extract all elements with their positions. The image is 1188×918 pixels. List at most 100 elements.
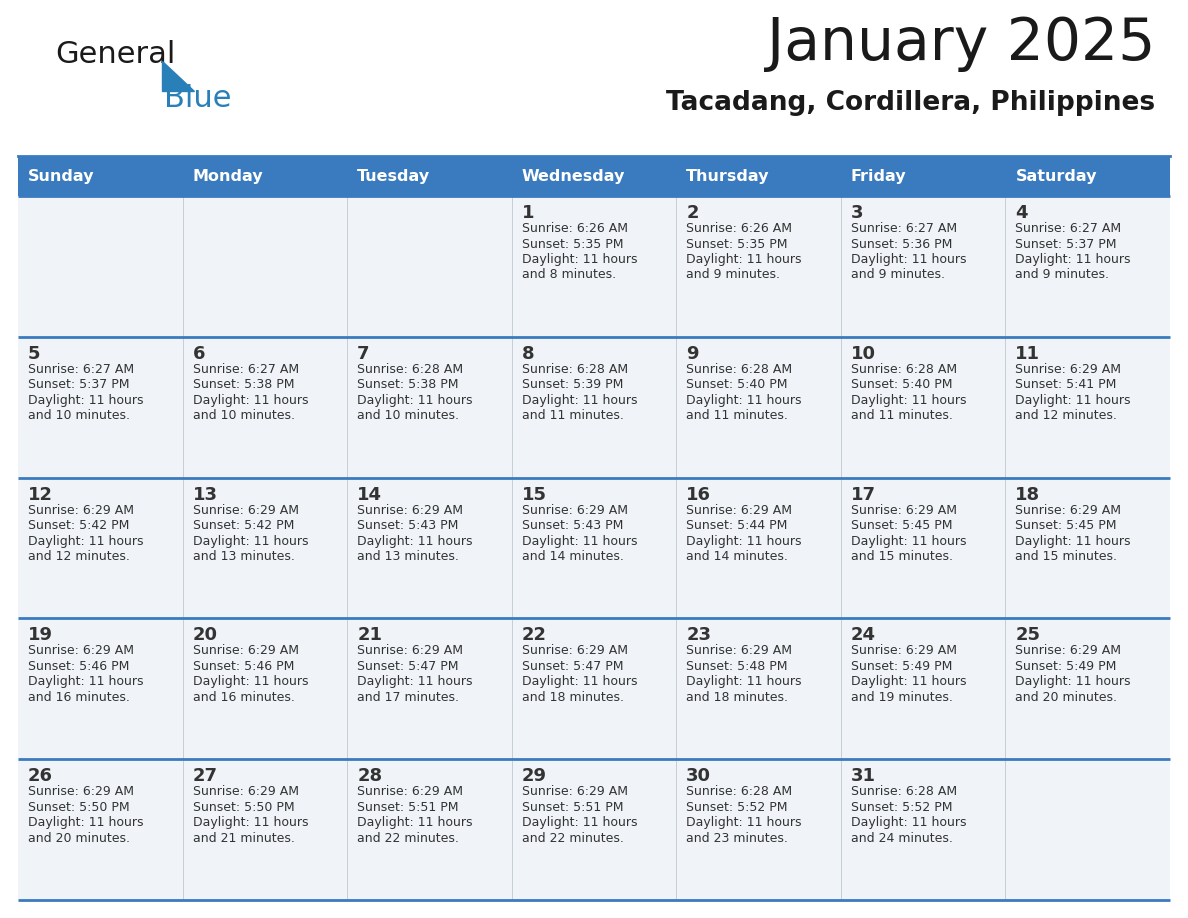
Text: 17: 17 — [851, 486, 876, 504]
Text: and 10 minutes.: and 10 minutes. — [29, 409, 129, 422]
Bar — [676, 337, 841, 477]
Text: Wednesday: Wednesday — [522, 169, 625, 184]
Text: Sunset: 5:49 PM: Sunset: 5:49 PM — [851, 660, 953, 673]
Text: Sunset: 5:38 PM: Sunset: 5:38 PM — [192, 378, 295, 391]
Text: Daylight: 11 hours: Daylight: 11 hours — [522, 816, 637, 829]
Text: Sunset: 5:38 PM: Sunset: 5:38 PM — [358, 378, 459, 391]
Text: Sunset: 5:43 PM: Sunset: 5:43 PM — [358, 519, 459, 532]
Text: Sunset: 5:46 PM: Sunset: 5:46 PM — [192, 660, 293, 673]
Text: Sunset: 5:43 PM: Sunset: 5:43 PM — [522, 519, 623, 532]
Text: Sunset: 5:42 PM: Sunset: 5:42 PM — [29, 519, 129, 532]
Bar — [512, 477, 676, 619]
Text: Sunrise: 6:26 AM: Sunrise: 6:26 AM — [687, 222, 792, 235]
Text: Daylight: 11 hours: Daylight: 11 hours — [1016, 676, 1131, 688]
Text: 9: 9 — [687, 345, 699, 363]
Text: 7: 7 — [358, 345, 369, 363]
Text: Sunset: 5:49 PM: Sunset: 5:49 PM — [1016, 660, 1117, 673]
Text: Sunset: 5:45 PM: Sunset: 5:45 PM — [851, 519, 953, 532]
Text: Tuesday: Tuesday — [358, 169, 430, 184]
Text: and 10 minutes.: and 10 minutes. — [192, 409, 295, 422]
Text: Sunrise: 6:29 AM: Sunrise: 6:29 AM — [358, 785, 463, 798]
Text: Sunrise: 6:28 AM: Sunrise: 6:28 AM — [687, 363, 792, 375]
Text: Sunrise: 6:29 AM: Sunrise: 6:29 AM — [29, 504, 134, 517]
Text: 29: 29 — [522, 767, 546, 785]
Text: Sunday: Sunday — [29, 169, 95, 184]
Text: Daylight: 11 hours: Daylight: 11 hours — [687, 676, 802, 688]
Text: Daylight: 11 hours: Daylight: 11 hours — [192, 534, 308, 548]
Bar — [841, 337, 1005, 477]
Text: 21: 21 — [358, 626, 383, 644]
Text: Daylight: 11 hours: Daylight: 11 hours — [29, 676, 144, 688]
Text: General: General — [55, 40, 176, 69]
Text: 26: 26 — [29, 767, 53, 785]
Text: Daylight: 11 hours: Daylight: 11 hours — [192, 676, 308, 688]
Bar — [347, 337, 512, 477]
Text: Sunset: 5:37 PM: Sunset: 5:37 PM — [29, 378, 129, 391]
Text: Sunrise: 6:29 AM: Sunrise: 6:29 AM — [192, 644, 298, 657]
Text: Daylight: 11 hours: Daylight: 11 hours — [358, 816, 473, 829]
Text: and 11 minutes.: and 11 minutes. — [522, 409, 624, 422]
Text: January 2025: January 2025 — [766, 15, 1155, 72]
Text: 6: 6 — [192, 345, 206, 363]
Text: Sunrise: 6:29 AM: Sunrise: 6:29 AM — [522, 785, 627, 798]
Text: Sunset: 5:47 PM: Sunset: 5:47 PM — [522, 660, 624, 673]
Text: 25: 25 — [1016, 626, 1041, 644]
Text: Sunset: 5:51 PM: Sunset: 5:51 PM — [522, 800, 624, 813]
Bar — [18, 759, 183, 900]
Text: Friday: Friday — [851, 169, 906, 184]
Text: and 12 minutes.: and 12 minutes. — [29, 550, 129, 563]
Text: Monday: Monday — [192, 169, 264, 184]
Text: Sunset: 5:36 PM: Sunset: 5:36 PM — [851, 238, 953, 251]
Bar — [841, 619, 1005, 759]
Text: Sunrise: 6:26 AM: Sunrise: 6:26 AM — [522, 222, 627, 235]
Text: 27: 27 — [192, 767, 217, 785]
Text: Sunset: 5:47 PM: Sunset: 5:47 PM — [358, 660, 459, 673]
Text: and 8 minutes.: and 8 minutes. — [522, 268, 615, 282]
Text: Sunset: 5:42 PM: Sunset: 5:42 PM — [192, 519, 293, 532]
Text: and 10 minutes.: and 10 minutes. — [358, 409, 459, 422]
Bar — [841, 477, 1005, 619]
Text: Blue: Blue — [164, 84, 232, 113]
Polygon shape — [162, 61, 194, 91]
Bar — [676, 196, 841, 337]
Bar — [512, 337, 676, 477]
Text: 2: 2 — [687, 204, 699, 222]
Text: 14: 14 — [358, 486, 383, 504]
Text: Sunrise: 6:29 AM: Sunrise: 6:29 AM — [192, 785, 298, 798]
Text: Sunrise: 6:29 AM: Sunrise: 6:29 AM — [1016, 363, 1121, 375]
Bar — [512, 196, 676, 337]
Text: Sunset: 5:48 PM: Sunset: 5:48 PM — [687, 660, 788, 673]
Text: Daylight: 11 hours: Daylight: 11 hours — [192, 394, 308, 407]
Text: and 16 minutes.: and 16 minutes. — [29, 691, 129, 704]
Text: 20: 20 — [192, 626, 217, 644]
Text: Saturday: Saturday — [1016, 169, 1097, 184]
Text: Sunset: 5:52 PM: Sunset: 5:52 PM — [687, 800, 788, 813]
Text: Daylight: 11 hours: Daylight: 11 hours — [522, 534, 637, 548]
Bar — [676, 759, 841, 900]
Bar — [841, 759, 1005, 900]
Bar — [1005, 337, 1170, 477]
Bar — [18, 619, 183, 759]
Bar — [1005, 196, 1170, 337]
Text: Sunset: 5:40 PM: Sunset: 5:40 PM — [687, 378, 788, 391]
Bar — [183, 477, 347, 619]
Bar — [1005, 759, 1170, 900]
Text: Sunrise: 6:29 AM: Sunrise: 6:29 AM — [29, 785, 134, 798]
Bar — [1005, 477, 1170, 619]
Bar — [18, 477, 183, 619]
Text: Daylight: 11 hours: Daylight: 11 hours — [522, 253, 637, 266]
Text: Daylight: 11 hours: Daylight: 11 hours — [358, 676, 473, 688]
Text: Sunrise: 6:27 AM: Sunrise: 6:27 AM — [851, 222, 958, 235]
Text: and 9 minutes.: and 9 minutes. — [851, 268, 944, 282]
Text: 15: 15 — [522, 486, 546, 504]
Text: Daylight: 11 hours: Daylight: 11 hours — [522, 394, 637, 407]
Text: Sunset: 5:44 PM: Sunset: 5:44 PM — [687, 519, 788, 532]
Text: Daylight: 11 hours: Daylight: 11 hours — [1016, 253, 1131, 266]
Bar — [347, 759, 512, 900]
Text: Sunrise: 6:29 AM: Sunrise: 6:29 AM — [851, 644, 956, 657]
Text: Daylight: 11 hours: Daylight: 11 hours — [1016, 534, 1131, 548]
Text: and 19 minutes.: and 19 minutes. — [851, 691, 953, 704]
Text: Sunrise: 6:29 AM: Sunrise: 6:29 AM — [358, 644, 463, 657]
Text: 10: 10 — [851, 345, 876, 363]
Text: Sunrise: 6:29 AM: Sunrise: 6:29 AM — [687, 504, 792, 517]
